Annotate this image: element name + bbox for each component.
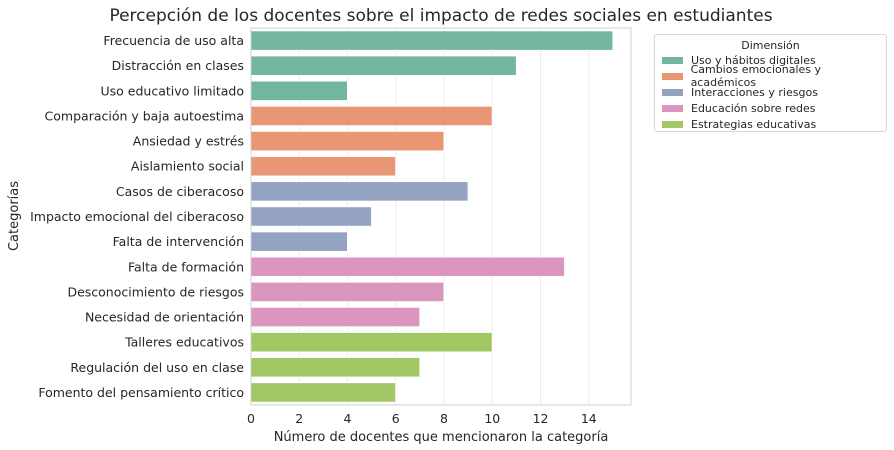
x-tick-label: 4: [344, 411, 352, 426]
y-tick-label: Necesidad de orientación: [85, 310, 244, 325]
legend-entry: Interacciones y riesgos: [655, 84, 886, 100]
bar: [250, 30, 614, 51]
x-tick-label: 14: [581, 411, 597, 426]
bar: [250, 306, 421, 328]
legend-label: Estrategias educativas: [691, 117, 817, 131]
chart-title: Percepción de los docentes sobre el impa…: [109, 6, 772, 26]
legend: Dimensión Uso y hábitos digitales Cambios…: [654, 34, 887, 132]
y-tick-label: Casos de ciberacoso: [116, 184, 244, 199]
y-tick-label: Fomento del pensamiento crítico: [38, 385, 244, 400]
legend-swatch: [662, 56, 683, 64]
plot-frame: [250, 27, 632, 406]
x-tick-label: 2: [295, 411, 303, 426]
y-tick-label: Aislamiento social: [131, 159, 244, 174]
y-axis-label: Categorías: [7, 181, 22, 251]
legend-swatch: [662, 104, 683, 112]
bar: [250, 181, 469, 202]
legend-swatch: [662, 120, 683, 128]
bar: [250, 80, 349, 102]
x-tick-label: 8: [440, 411, 448, 426]
legend-entry: Estrategias educativas: [655, 116, 886, 132]
bar: [250, 256, 566, 278]
legend-title: Dimensión: [741, 39, 800, 52]
bar: [250, 130, 445, 152]
legend-entry: Cambios emocionales y académicos: [655, 63, 886, 89]
x-tick-label: 12: [533, 411, 549, 426]
y-tick-label: Impacto emocional del ciberacoso: [30, 209, 244, 224]
y-tick-label: Desconocimiento de riesgos: [67, 284, 244, 299]
legend-label: Uso y hábitos digitales: [691, 53, 816, 67]
x-tick-label: 10: [484, 411, 500, 426]
bar: [250, 155, 397, 177]
x-axis-label: Número de docentes que mencionaron la ca…: [274, 430, 609, 445]
legend-entry: Uso y hábitos digitales: [655, 52, 886, 68]
x-tick-label: 6: [392, 411, 400, 426]
bar: [250, 281, 445, 303]
legend-swatch: [662, 88, 683, 96]
bar: [250, 206, 373, 227]
y-tick-label: Regulación del uso en clase: [70, 360, 244, 375]
y-tick-label: Falta de formación: [128, 259, 244, 274]
y-tick-label: Frecuencia de uso alta: [103, 33, 244, 48]
bar: [250, 55, 517, 77]
y-tick-label: Distracción en clases: [112, 58, 244, 73]
legend-entry: Educación sobre redes: [655, 100, 886, 116]
bar: [250, 331, 493, 353]
bar: [250, 105, 493, 127]
bar: [250, 382, 397, 403]
x-tick-label: 0: [247, 411, 255, 426]
legend-label: Interacciones y riesgos: [691, 85, 818, 99]
bar: [250, 231, 349, 252]
y-tick-label: Uso educativo limitado: [101, 83, 245, 98]
legend-label: Educación sobre redes: [691, 101, 816, 115]
y-tick-label: Comparación y baja autoestima: [45, 108, 244, 123]
y-tick-label: Talleres educativos: [124, 335, 244, 350]
y-tick-label: Ansiedad y estrés: [133, 134, 244, 149]
bar: [250, 356, 421, 378]
legend-swatch: [662, 72, 683, 80]
y-tick-label: Falta de intervención: [113, 234, 244, 249]
legend-label: Cambios emocionales y académicos: [690, 63, 822, 89]
